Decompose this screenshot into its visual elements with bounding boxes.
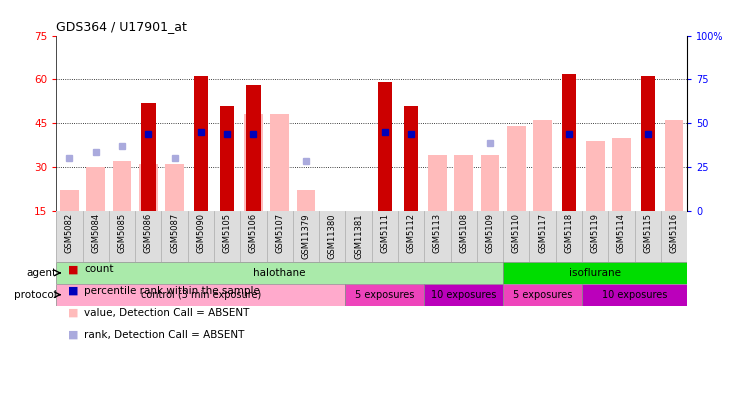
- Text: GSM5082: GSM5082: [65, 213, 74, 253]
- Text: count: count: [84, 264, 113, 274]
- Bar: [113, 161, 131, 211]
- Text: ■: ■: [68, 286, 78, 296]
- Text: rank, Detection Call = ABSENT: rank, Detection Call = ABSENT: [84, 329, 245, 340]
- Bar: [507, 126, 526, 211]
- Bar: [612, 138, 631, 211]
- Bar: [194, 76, 208, 211]
- Text: 5 exposures: 5 exposures: [513, 290, 572, 300]
- Text: GSM5087: GSM5087: [170, 213, 179, 253]
- Bar: [246, 85, 261, 211]
- Text: 10 exposures: 10 exposures: [431, 290, 496, 300]
- Bar: [641, 76, 655, 211]
- Text: 10 exposures: 10 exposures: [602, 290, 668, 300]
- Bar: [424, 284, 503, 306]
- Bar: [533, 120, 552, 211]
- Text: protocol: protocol: [14, 290, 56, 300]
- Bar: [141, 103, 155, 211]
- Bar: [139, 164, 158, 211]
- Bar: [86, 167, 105, 211]
- Text: GSM5105: GSM5105: [223, 213, 231, 253]
- Text: GSM5107: GSM5107: [276, 213, 284, 253]
- Text: value, Detection Call = ABSENT: value, Detection Call = ABSENT: [84, 308, 249, 318]
- Bar: [586, 141, 605, 211]
- Bar: [345, 284, 424, 306]
- Bar: [244, 114, 263, 211]
- Bar: [270, 114, 289, 211]
- Text: GSM5118: GSM5118: [565, 213, 573, 253]
- Bar: [165, 164, 184, 211]
- Text: GSM5111: GSM5111: [381, 213, 389, 253]
- Text: GSM5115: GSM5115: [644, 213, 652, 253]
- Bar: [56, 284, 345, 306]
- Bar: [297, 190, 315, 211]
- Bar: [503, 284, 582, 306]
- Bar: [378, 82, 392, 211]
- Text: GSM5108: GSM5108: [460, 213, 468, 253]
- Text: GSM5084: GSM5084: [92, 213, 100, 253]
- Text: agent: agent: [26, 268, 56, 278]
- Text: GSM5112: GSM5112: [407, 213, 415, 253]
- Bar: [60, 190, 79, 211]
- Text: GDS364 / U17901_at: GDS364 / U17901_at: [56, 20, 187, 33]
- Bar: [481, 155, 499, 211]
- Bar: [454, 155, 473, 211]
- Text: GSM5109: GSM5109: [486, 213, 494, 253]
- Text: GSM5086: GSM5086: [144, 213, 152, 253]
- Text: GSM5085: GSM5085: [118, 213, 126, 253]
- Text: GSM11379: GSM11379: [302, 213, 310, 259]
- Bar: [665, 120, 683, 211]
- Text: control (3 min exposure): control (3 min exposure): [140, 290, 261, 300]
- Text: ■: ■: [68, 264, 78, 274]
- Text: isoflurane: isoflurane: [569, 268, 621, 278]
- Text: GSM5116: GSM5116: [670, 213, 678, 253]
- Bar: [56, 262, 503, 284]
- Text: GSM5113: GSM5113: [433, 213, 442, 253]
- Text: 5 exposures: 5 exposures: [355, 290, 415, 300]
- Bar: [562, 74, 576, 211]
- Text: percentile rank within the sample: percentile rank within the sample: [84, 286, 260, 296]
- Bar: [503, 262, 687, 284]
- Text: ■: ■: [68, 308, 78, 318]
- Bar: [582, 284, 687, 306]
- Text: ■: ■: [68, 329, 78, 340]
- Bar: [428, 155, 447, 211]
- Text: GSM11381: GSM11381: [354, 213, 363, 259]
- Text: GSM11380: GSM11380: [328, 213, 336, 259]
- Text: halothane: halothane: [254, 268, 306, 278]
- Text: GSM5119: GSM5119: [591, 213, 599, 253]
- Text: GSM5114: GSM5114: [617, 213, 626, 253]
- Text: GSM5110: GSM5110: [512, 213, 520, 253]
- Bar: [220, 106, 234, 211]
- Text: GSM5106: GSM5106: [249, 213, 258, 253]
- Text: GSM5090: GSM5090: [197, 213, 205, 253]
- Text: GSM5117: GSM5117: [538, 213, 547, 253]
- Bar: [404, 106, 418, 211]
